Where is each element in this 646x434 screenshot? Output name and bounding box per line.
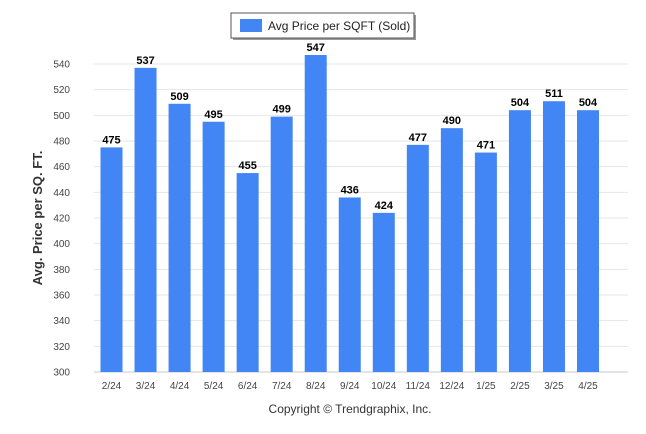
x-tick-label: 7/24 [272,381,292,392]
data-label: 424 [375,200,394,212]
bar-3-24 [134,67,157,372]
data-label: 471 [477,140,495,152]
bar-2-25 [508,110,531,372]
y-tick-label: 380 [53,265,70,276]
data-label: 495 [204,109,222,121]
x-tick-label: 3/25 [544,381,564,392]
x-tick-label: 9/24 [340,381,360,392]
x-tick-label: 3/24 [136,381,156,392]
data-labels: 475 537 509 495 455 499 547 436 424 477 490 471 504 5… [102,42,598,212]
x-tick-label: 11/24 [406,381,431,392]
data-label: 547 [307,42,325,54]
legend-label: Avg Price per SQFT (Sold) [268,19,410,33]
data-label: 436 [341,184,359,196]
bar-9-24 [338,197,361,372]
y-tick-label: 420 [53,214,70,225]
legend-swatch [240,19,262,32]
copyright-credit: Copyright © Trendgraphix, Inc. [269,402,432,416]
bar-4-24 [168,103,191,373]
x-tick-label: 4/24 [170,381,190,392]
x-tick-label: 1/25 [476,381,496,392]
y-tick-labels: 300 320 340 360 380 400 420 440 460 480 500 520 540 [53,60,70,379]
bar-6-24 [236,173,259,372]
data-label: 455 [238,160,256,172]
bar-8-24 [304,55,327,373]
y-tick-label: 440 [53,188,70,199]
data-label: 511 [545,88,563,100]
y-tick-label: 480 [53,137,70,148]
data-label: 499 [272,104,290,116]
y-tick-label: 300 [53,368,70,379]
bar-12-24 [440,128,463,372]
y-tick-label: 320 [53,342,70,353]
y-tick-label: 340 [53,316,70,327]
y-tick-label: 500 [53,111,70,122]
legend: Avg Price per SQFT (Sold) [230,12,416,40]
x-tick-label: 2/25 [510,381,530,392]
data-label: 490 [443,115,461,127]
y-axis-title: Avg. Price per SQ. FT. [30,151,45,286]
data-label: 504 [511,97,530,109]
x-tick-label: 8/24 [306,381,326,392]
bar-7-24 [270,116,293,372]
bar-1-25 [474,152,497,372]
x-tick-label: 4/25 [578,381,598,392]
bars [100,55,599,373]
y-tick-label: 460 [53,162,70,173]
data-label: 509 [170,91,188,103]
bar-4-25 [577,110,599,372]
y-tick-label: 520 [53,85,70,96]
bar-3-25 [542,101,565,372]
x-tick-label: 12/24 [439,381,464,392]
bar-2-24 [100,147,123,372]
x-tick-label: 6/24 [238,381,258,392]
data-label: 475 [102,134,120,146]
y-tick-label: 540 [53,60,70,71]
bar-10-24 [372,212,395,372]
bar-11-24 [406,144,429,372]
x-tick-label: 10/24 [371,381,396,392]
bar-5-24 [202,121,225,372]
data-label: 504 [579,97,598,109]
x-tick-label: 5/24 [204,381,224,392]
x-tick-labels: 2/24 3/24 4/24 5/24 6/24 7/24 8/24 9/24 10/24 11/… [102,381,598,392]
y-tick-label: 400 [53,239,70,250]
y-tick-label: 360 [53,291,70,302]
data-label: 537 [136,55,154,67]
x-tick-label: 2/24 [102,381,122,392]
data-label: 477 [409,132,427,144]
